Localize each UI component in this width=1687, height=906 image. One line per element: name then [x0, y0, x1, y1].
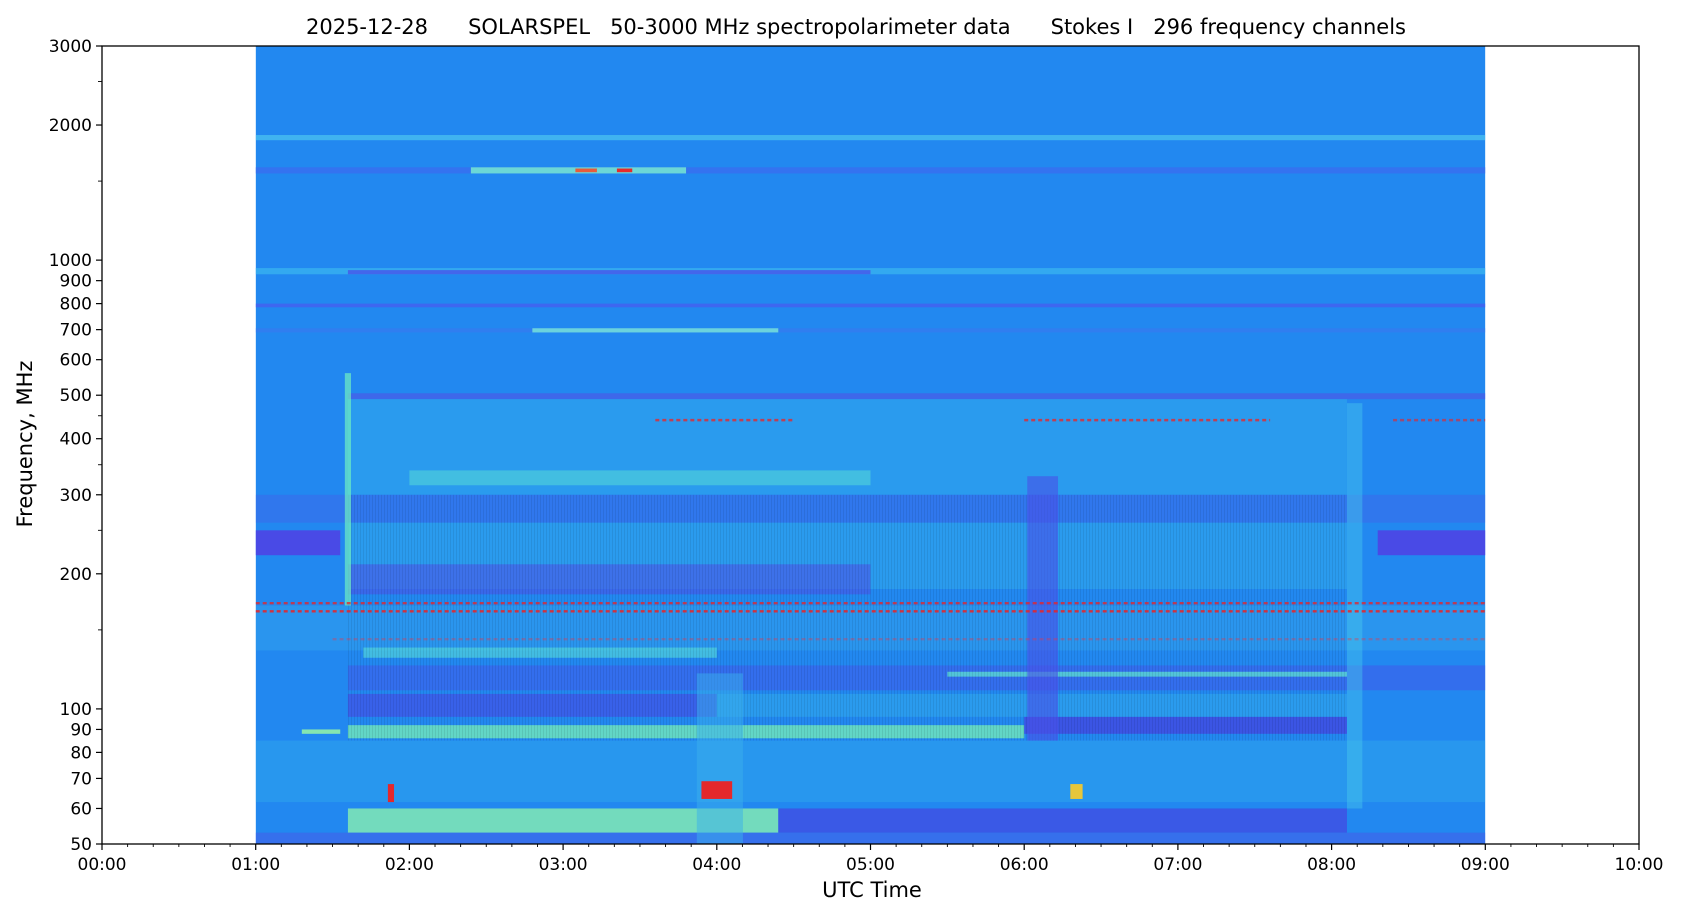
emission-band [347, 393, 1486, 400]
y-tick-label: 700 [60, 321, 92, 341]
emission-band [255, 530, 341, 556]
x-tick-label: 00:00 [78, 855, 127, 875]
x-tick-label: 09:00 [1461, 855, 1510, 875]
burst-column [1346, 403, 1363, 809]
emission-band [409, 470, 871, 486]
emission-band [255, 832, 1486, 844]
x-tick-label: 01:00 [231, 855, 280, 875]
burst-column [344, 373, 351, 606]
y-tick-label: 900 [60, 272, 92, 292]
x-axis: 00:00 01:00 02:00 03:00 04:00 05:00 06:00 07:00… [78, 844, 1664, 875]
burst-column [696, 673, 743, 844]
x-tick-label: 04:00 [692, 855, 741, 875]
y-tick-label: 300 [60, 486, 92, 506]
y-tick-label: 70 [70, 769, 92, 789]
x-tick-label: 08:00 [1307, 855, 1356, 875]
emission-band [255, 740, 1486, 803]
x-tick-label: 07:00 [1153, 855, 1202, 875]
emission-band [255, 167, 1486, 174]
y-tick-label: 1000 [49, 251, 92, 271]
radio-burst [616, 168, 633, 173]
y-tick-label: 800 [60, 295, 92, 315]
chart-title: 2025-12-28 SOLARSPEL 50-3000 MHz spectro… [306, 15, 1406, 39]
radio-burst [701, 781, 733, 799]
y-tick-label: 600 [60, 351, 92, 371]
y-tick-label: 200 [60, 565, 92, 585]
emission-band [778, 808, 1347, 833]
spectrogram-data [255, 46, 1486, 844]
stripe-texture [347, 494, 1347, 741]
emission-band [1377, 530, 1486, 556]
emission-band [347, 399, 1347, 495]
x-tick-label: 03:00 [539, 855, 588, 875]
y-tick-label: 500 [60, 386, 92, 406]
y-tick-label: 100 [60, 700, 92, 720]
y-axis-label: Frequency, MHz [13, 361, 37, 528]
emission-band [255, 303, 1486, 308]
y-tick-label: 60 [70, 799, 92, 819]
emission-band [255, 135, 1486, 141]
emission-band [532, 328, 779, 333]
radio-burst [387, 784, 395, 803]
radio-burst [575, 168, 597, 173]
y-tick-label: 90 [70, 720, 92, 740]
y-tick-label: 50 [70, 835, 92, 855]
x-axis-label: UTC Time [822, 878, 922, 902]
x-tick-label: 10:00 [1615, 855, 1664, 875]
y-tick-label: 400 [60, 430, 92, 450]
x-tick-label: 02:00 [385, 855, 434, 875]
y-tick-label: 3000 [49, 37, 92, 57]
emission-band [301, 729, 341, 734]
emission-band [347, 270, 871, 275]
x-tick-label: 05:00 [846, 855, 895, 875]
x-tick-label: 06:00 [1000, 855, 1049, 875]
burst-column [1027, 476, 1059, 741]
y-tick-label: 2000 [49, 116, 92, 136]
emission-band [255, 328, 1486, 333]
y-tick-label: 80 [70, 743, 92, 763]
radio-burst [1070, 784, 1083, 799]
